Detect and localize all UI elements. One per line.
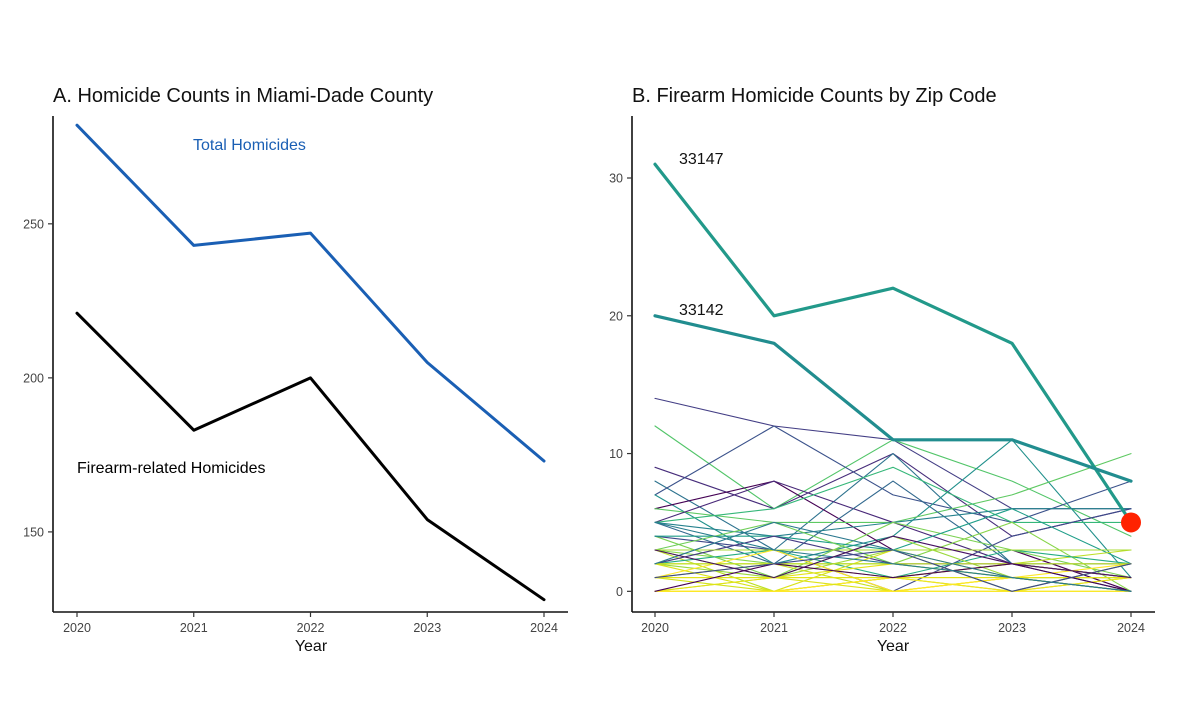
panel-b-line-zip-series-9 bbox=[654, 453, 1132, 523]
panel-b-y-tick-label: 0 bbox=[616, 585, 623, 599]
panel-b-y-tick-label: 20 bbox=[609, 309, 623, 323]
panel-b-x-tick-label: 2021 bbox=[760, 621, 788, 635]
firearm-homicides-label: Firearm-related Homicides bbox=[77, 460, 266, 477]
panel-b-x-tick-label: 2020 bbox=[641, 621, 669, 635]
panel-b-y-tick-label: 30 bbox=[609, 172, 623, 186]
panel-b-line-zip-series-25 bbox=[654, 549, 1132, 592]
panel-b-highlight-point bbox=[1121, 512, 1141, 533]
panel-b-line-zip-series-17 bbox=[654, 521, 1132, 592]
panel-b-line-zip-series-41 bbox=[654, 521, 1132, 592]
panel-b-line-zip-series-20 bbox=[654, 549, 1132, 592]
panel-b-line-zip-series-31 bbox=[654, 577, 1132, 592]
panel-b-x-tick-label: 2022 bbox=[879, 621, 907, 635]
panel-b-axes: 2020 2021 2022 2023 2024 0 10 20 30 bbox=[609, 116, 1155, 635]
panel-b-line-zip-series-12 bbox=[654, 466, 1132, 523]
panel-a-title: A. Homicide Counts in Miami-Dade County bbox=[53, 85, 433, 107]
panel-a-y-tick-label: 200 bbox=[23, 371, 44, 385]
panel-b-line-zip-series-38 bbox=[654, 563, 1132, 592]
panel-b-line-zip-series-33 bbox=[654, 577, 1132, 592]
panel-b-line-zip-series-22 bbox=[654, 535, 1132, 579]
panel-a-line-firearm-related-homicides bbox=[75, 311, 546, 602]
panel-b-y-tick-label: 10 bbox=[609, 447, 623, 461]
panel-a-x-tick-label: 2023 bbox=[413, 621, 441, 635]
panel-a-x-tick-label: 2022 bbox=[297, 621, 325, 635]
panel-a-x-axis-label: Year bbox=[295, 638, 328, 655]
panel-a-series-layer bbox=[75, 123, 546, 602]
panel-b: B. Firearm Homicide Counts by Zip Code 3… bbox=[609, 85, 1155, 655]
panel-b-x-tick-label: 2023 bbox=[998, 621, 1026, 635]
panel-a: A. Homicide Counts in Miami-Dade County … bbox=[23, 85, 568, 655]
panel-b-line-zip-series-19 bbox=[654, 549, 1132, 592]
panel-b-line-zip-series-30 bbox=[654, 577, 1132, 592]
panel-b-line-zip-series-24 bbox=[654, 535, 1132, 579]
panel-a-x-tick-label: 2024 bbox=[530, 621, 558, 635]
panel-b-line-zip-series-29 bbox=[654, 549, 1132, 592]
panel-b-line-zip-series-40 bbox=[654, 521, 1132, 592]
panel-b-x-tick-label: 2024 bbox=[1117, 621, 1145, 635]
zip-33142-label: 33142 bbox=[679, 302, 724, 319]
panel-b-title: B. Firearm Homicide Counts by Zip Code bbox=[632, 85, 997, 107]
panel-b-line-33142 bbox=[653, 314, 1133, 483]
panel-b-x-axis-label: Year bbox=[877, 638, 910, 655]
panel-a-y-tick-label: 150 bbox=[23, 525, 44, 539]
zip-33147-label: 33147 bbox=[679, 151, 724, 168]
panel-a-axes: 2020 2021 2022 2023 2024 150 200 250 bbox=[23, 116, 568, 635]
panel-a-x-tick-label: 2021 bbox=[180, 621, 208, 635]
panel-a-line-total-homicides bbox=[75, 123, 546, 463]
panel-b-line-zip-series-32 bbox=[654, 577, 1132, 592]
panel-a-y-tick-label: 250 bbox=[23, 217, 44, 231]
panel-a-x-tick-label: 2020 bbox=[63, 621, 91, 635]
panel-b-series-layer bbox=[653, 162, 1141, 592]
panel-b-line-33147 bbox=[653, 162, 1133, 525]
panel-b-line-zip-series-42 bbox=[654, 535, 1132, 579]
total-homicides-label: Total Homicides bbox=[193, 137, 306, 154]
panel-b-line-zip-series-39 bbox=[654, 549, 1132, 592]
